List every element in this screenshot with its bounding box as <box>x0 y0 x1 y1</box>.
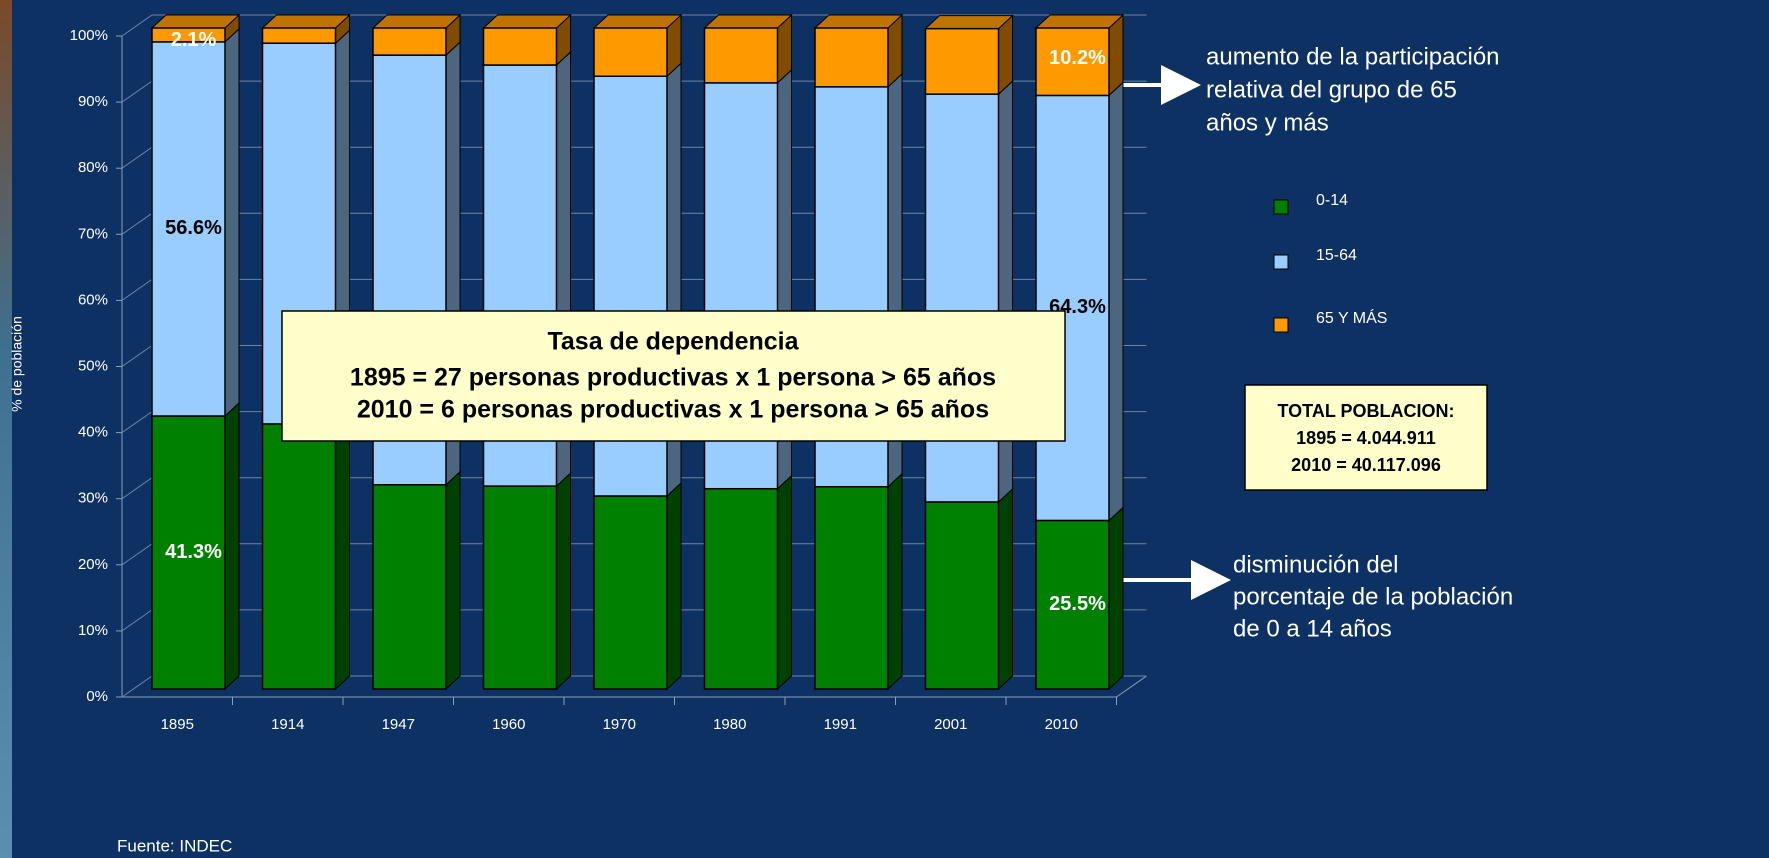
annotation: de 0 a 14 años <box>1233 615 1392 642</box>
total-line: 2010 = 40.117.096 <box>1291 455 1441 475</box>
bar <box>484 28 557 65</box>
y-axis-title: % de población <box>9 316 25 412</box>
x-tick-label: 1960 <box>492 716 525 733</box>
y-tick-label: 50% <box>78 357 108 374</box>
dependency-line: 1895 = 27 personas productivas x 1 perso… <box>350 364 996 392</box>
bar-side <box>225 29 239 416</box>
x-tick-label: 2010 <box>1045 716 1078 733</box>
y-tick-label: 80% <box>78 159 108 176</box>
bar <box>815 487 888 689</box>
y-tick-label: 0% <box>86 688 108 705</box>
bar-top <box>484 15 571 28</box>
legend-label: 15-64 <box>1316 247 1357 264</box>
bar <box>705 489 778 689</box>
bar <box>263 424 336 689</box>
data-label: 41.3% <box>165 541 222 563</box>
bar-top <box>1036 15 1123 28</box>
legend-label: 0-14 <box>1316 192 1348 209</box>
bar-side <box>888 474 902 689</box>
annotation: aumento de la participación <box>1206 43 1500 70</box>
bar-side <box>225 403 239 689</box>
bar-top <box>152 15 239 28</box>
y-tick-label: 70% <box>78 225 108 242</box>
bar-side <box>1109 82 1123 520</box>
bar <box>594 496 667 689</box>
bar <box>926 502 999 689</box>
bar-side <box>1109 15 1123 95</box>
bar-side <box>1109 507 1123 689</box>
data-label: 25.5% <box>1049 593 1106 615</box>
dependency-line: 2010 = 6 personas productivas x 1 person… <box>357 396 989 424</box>
legend-marker <box>1274 200 1288 214</box>
total-line: 1895 = 4.044.911 <box>1296 428 1436 448</box>
chart: % de población Fuente: INDEC 0% 10% 20% 30%… <box>0 0 1769 858</box>
x-tick-label: 1991 <box>824 716 857 733</box>
bar <box>484 486 557 689</box>
bar <box>815 28 888 87</box>
x-tick-label: 2001 <box>934 716 967 733</box>
bar-side <box>446 472 460 689</box>
bar-top <box>263 15 350 28</box>
bar-side <box>778 476 792 689</box>
legend-marker <box>1274 255 1288 269</box>
y-tick-label: 10% <box>78 622 108 639</box>
bar-side <box>999 489 1013 689</box>
bar-top <box>926 16 1013 29</box>
x-tick-label: 1980 <box>713 716 746 733</box>
bar <box>926 29 999 94</box>
x-tick-label: 1947 <box>382 716 415 733</box>
data-label: 2.1% <box>171 29 217 51</box>
legend-label: 65 Y MÁS <box>1316 308 1387 327</box>
bar-top <box>815 15 902 28</box>
bar-side <box>557 473 571 689</box>
bar-top <box>594 15 681 28</box>
page: {"chart_data": { "type": "stacked_bar", … <box>0 0 1769 858</box>
annotation: relativa del grupo de 65 <box>1206 76 1457 103</box>
data-label: 56.6% <box>165 217 222 239</box>
x-tick-label: 1895 <box>161 716 194 733</box>
data-label: 10.2% <box>1049 47 1106 69</box>
bar <box>263 28 336 43</box>
bar <box>373 485 446 689</box>
legend-marker <box>1274 318 1288 332</box>
y-tick-label: 100% <box>70 27 108 44</box>
dependency-title: Tasa de dependencia <box>547 328 799 356</box>
y-tick-label: 60% <box>78 291 108 308</box>
x-tick-label: 1970 <box>603 716 636 733</box>
annotation: disminución del <box>1233 551 1398 578</box>
x-tick-label: 1914 <box>271 716 304 733</box>
annotation: porcentaje de la población <box>1233 583 1513 610</box>
total-line: TOTAL POBLACION: <box>1278 401 1455 421</box>
source: Fuente: INDEC <box>117 836 232 855</box>
side-image-strip <box>0 0 12 858</box>
bar-side <box>999 16 1013 94</box>
bar-side <box>336 411 350 689</box>
bar-top <box>705 15 792 28</box>
y-tick-label: 90% <box>78 93 108 110</box>
annotation: años y más <box>1206 109 1329 136</box>
bar <box>594 28 667 76</box>
bar <box>705 28 778 83</box>
y-tick-label: 30% <box>78 490 108 507</box>
y-tick-label: 40% <box>78 424 108 441</box>
y-tick-label: 20% <box>78 556 108 573</box>
bar-top <box>373 15 460 28</box>
bar-side <box>667 483 681 689</box>
bar <box>373 28 446 55</box>
